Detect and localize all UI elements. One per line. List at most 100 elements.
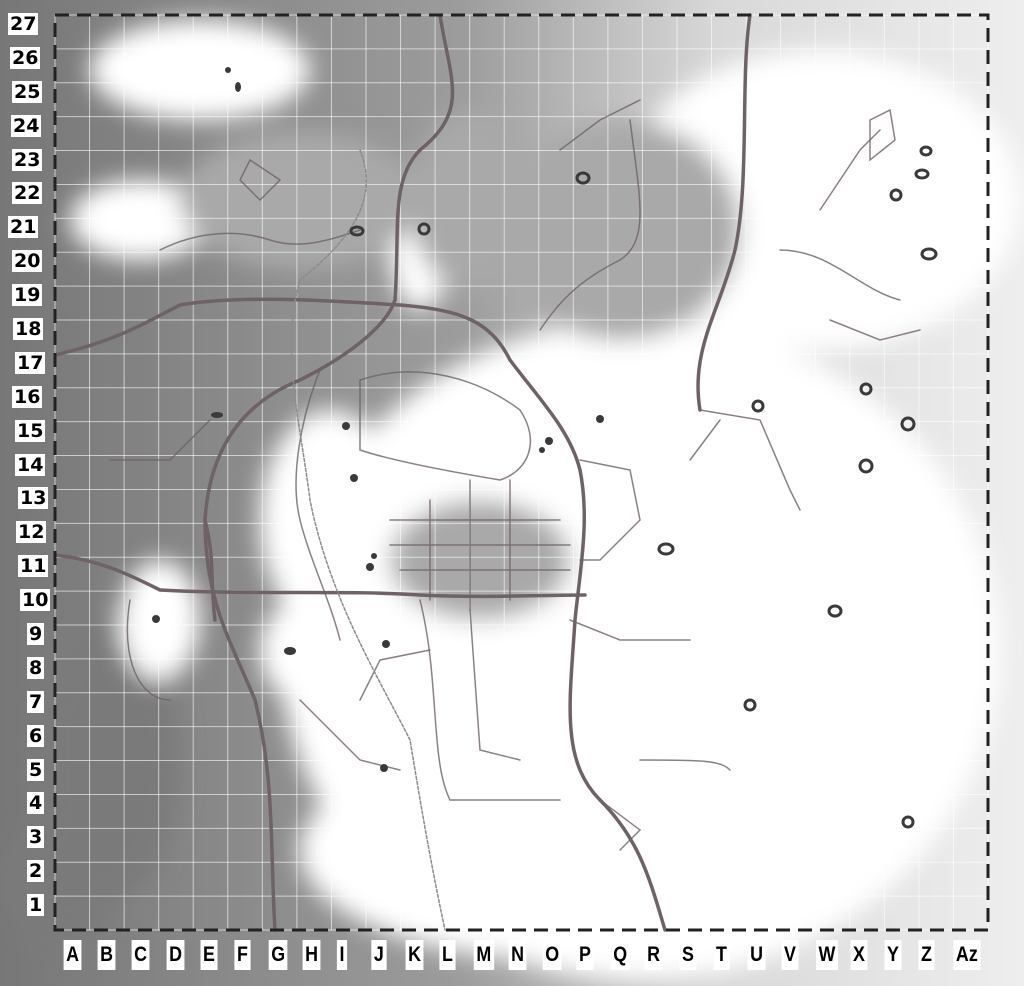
- road: [419, 599, 561, 801]
- location-ring-icon[interactable]: [889, 188, 903, 202]
- road: [239, 158, 282, 202]
- row-label: 11: [18, 555, 49, 578]
- location-ring-icon[interactable]: [914, 168, 930, 180]
- highway: [696, 13, 752, 412]
- location-ring-icon[interactable]: [657, 542, 675, 556]
- row-label: 2: [27, 860, 45, 883]
- road: [569, 619, 691, 641]
- column-label: I: [336, 940, 347, 970]
- location-ring-icon[interactable]: [858, 458, 874, 474]
- row-label: 18: [13, 318, 44, 340]
- location-ring-icon[interactable]: [859, 382, 873, 396]
- location-dot-icon[interactable]: [284, 647, 296, 655]
- road: [539, 119, 641, 331]
- row-label: 15: [15, 419, 46, 442]
- terrain-blob: [260, 600, 340, 700]
- road: [579, 459, 641, 561]
- row-label: 13: [18, 487, 49, 510]
- column-label: Y: [884, 940, 902, 970]
- row-label: 22: [12, 182, 43, 205]
- location-dot-icon[interactable]: [342, 422, 350, 430]
- location-dot-icon[interactable]: [545, 437, 553, 445]
- column-label: E: [200, 940, 218, 970]
- location-dot-icon[interactable]: [152, 615, 160, 623]
- column-label: Z: [918, 940, 935, 970]
- column-label: F: [234, 940, 251, 970]
- terrain-blob: [390, 500, 570, 620]
- column-label: V: [781, 940, 799, 970]
- location-dot-icon[interactable]: [225, 67, 231, 73]
- row-label: 19: [12, 284, 43, 307]
- column-label: D: [166, 940, 185, 970]
- column-label: U: [747, 940, 766, 970]
- location-ring-icon[interactable]: [417, 222, 431, 236]
- road: [559, 99, 641, 151]
- road: [599, 799, 642, 851]
- row-label: 5: [27, 758, 45, 781]
- column-label: L: [439, 940, 456, 970]
- location-ring-icon[interactable]: [349, 225, 365, 237]
- column-label: Q: [610, 940, 630, 970]
- location-dot-icon[interactable]: [371, 553, 377, 559]
- column-label: B: [97, 940, 116, 970]
- location-dot-icon[interactable]: [235, 82, 241, 92]
- column-label: X: [850, 940, 868, 970]
- terrain-blob: [500, 120, 740, 340]
- row-label: 4: [27, 792, 45, 815]
- road: [126, 599, 171, 701]
- location-ring-icon[interactable]: [900, 416, 916, 432]
- road: [109, 419, 211, 461]
- column-label: G: [268, 940, 288, 970]
- location-dot-icon[interactable]: [380, 764, 388, 772]
- column-label: K: [405, 940, 424, 970]
- row-label: 27: [8, 13, 39, 35]
- highway: [53, 297, 667, 932]
- row-label: 1: [27, 894, 45, 917]
- row-label: 14: [15, 453, 46, 476]
- column-label: N: [508, 940, 527, 970]
- column-label: A: [63, 940, 82, 970]
- road: [819, 129, 881, 211]
- location-dot-icon[interactable]: [539, 447, 545, 453]
- location-dot-icon[interactable]: [382, 640, 390, 648]
- highway: [203, 13, 455, 932]
- location-dot-icon[interactable]: [596, 415, 604, 423]
- terrain-blob: [0, 820, 120, 940]
- column-label: O: [542, 940, 562, 970]
- road: [829, 319, 921, 341]
- location-ring-icon[interactable]: [751, 399, 765, 413]
- location-ring-icon[interactable]: [919, 145, 933, 157]
- location-dot-icon[interactable]: [211, 412, 223, 418]
- road: [359, 649, 431, 701]
- row-label: 21: [8, 216, 39, 239]
- location-dot-icon[interactable]: [350, 474, 358, 482]
- column-label: R: [644, 940, 663, 970]
- row-label: 24: [11, 114, 42, 137]
- column-label: P: [576, 940, 594, 970]
- highway: [53, 553, 587, 599]
- terrain-blob: [90, 20, 310, 120]
- location-ring-icon[interactable]: [920, 247, 938, 261]
- row-label: 8: [27, 656, 45, 679]
- road-network: [53, 13, 921, 932]
- location-ring-icon[interactable]: [575, 171, 591, 185]
- location-dot-icon[interactable]: [366, 563, 374, 571]
- road: [869, 108, 896, 162]
- column-label: C: [131, 940, 150, 970]
- terrain-layer: [0, 20, 1020, 980]
- road: [159, 229, 361, 251]
- location-ring-icon[interactable]: [743, 698, 757, 712]
- road: [639, 759, 731, 771]
- column-label: J: [371, 940, 387, 970]
- terrain-blob: [260, 410, 400, 630]
- location-ring-icon[interactable]: [827, 604, 843, 618]
- location-ring-icon[interactable]: [901, 815, 915, 829]
- row-label: 6: [27, 724, 45, 747]
- map-frame: [53, 13, 990, 932]
- terrain-blob: [70, 180, 210, 260]
- road: [359, 371, 531, 481]
- road: [469, 609, 521, 761]
- row-label: 23: [12, 148, 43, 171]
- row-label: 7: [27, 690, 45, 713]
